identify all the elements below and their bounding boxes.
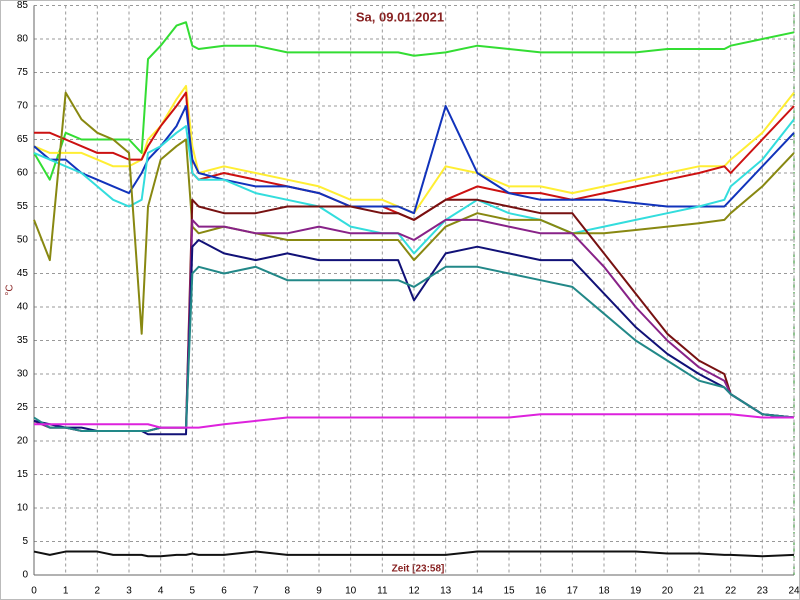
x-tick-label: 2 [95, 586, 101, 597]
x-tick-label: 23 [757, 586, 769, 597]
x-tick-label: 19 [630, 586, 642, 597]
x-tick-label: 4 [158, 586, 164, 597]
x-tick-label: 14 [472, 586, 484, 597]
x-tick-label: 18 [598, 586, 610, 597]
y-tick-label: 5 [22, 536, 28, 547]
y-tick-label: 85 [17, 0, 29, 11]
x-tick-label: 22 [725, 586, 737, 597]
x-tick-label: 17 [567, 586, 579, 597]
y-tick-label: 35 [17, 335, 29, 346]
x-tick-label: 5 [190, 586, 196, 597]
series-line [33, 105, 795, 215]
x-tick-label: 1 [63, 586, 69, 597]
y-tick-label: 70 [17, 101, 29, 112]
y-tick-label: 20 [17, 436, 29, 447]
y-tick-label: 15 [17, 469, 29, 480]
y-tick-label: 65 [17, 134, 29, 145]
y-axis-label: °C [5, 284, 16, 295]
series-line [33, 91, 795, 335]
x-tick-label: 11 [377, 586, 388, 597]
x-tick-label: 3 [126, 586, 132, 597]
x-tick-label: 12 [408, 586, 420, 597]
x-tick-label: 20 [662, 586, 674, 597]
x-tick-label: 13 [440, 586, 452, 597]
y-tick-label: 10 [17, 503, 29, 514]
x-tick-label: 8 [285, 586, 291, 597]
x-tick-label: 9 [316, 586, 322, 597]
series-line [33, 550, 795, 558]
x-tick-label: 24 [788, 586, 800, 597]
y-tick-label: 0 [22, 570, 28, 581]
x-tick-label: 10 [345, 586, 357, 597]
y-tick-label: 30 [17, 369, 29, 380]
x-tick-label: 16 [535, 586, 547, 597]
y-tick-label: 75 [17, 67, 29, 78]
x-tick-label: 0 [31, 586, 37, 597]
y-tick-label: 25 [17, 402, 29, 413]
y-tick-label: 40 [17, 302, 29, 313]
series-line [33, 21, 795, 181]
x-tick-label: 6 [221, 586, 227, 597]
x-tick-label: 15 [503, 586, 515, 597]
x-tick-label: 7 [253, 586, 259, 597]
x-axis-label: Zeit [23:58] [392, 564, 445, 575]
series-line [33, 265, 795, 432]
chart-title: Sa, 09.01.2021 [356, 9, 444, 24]
y-tick-label: 80 [17, 34, 29, 45]
x-tick-label: 21 [693, 586, 705, 597]
y-tick-label: 50 [17, 235, 29, 246]
series-line [33, 84, 795, 215]
y-tick-label: 60 [17, 168, 29, 179]
y-tick-label: 55 [17, 201, 29, 212]
series-line [34, 413, 794, 429]
y-tick-label: 45 [17, 268, 29, 279]
